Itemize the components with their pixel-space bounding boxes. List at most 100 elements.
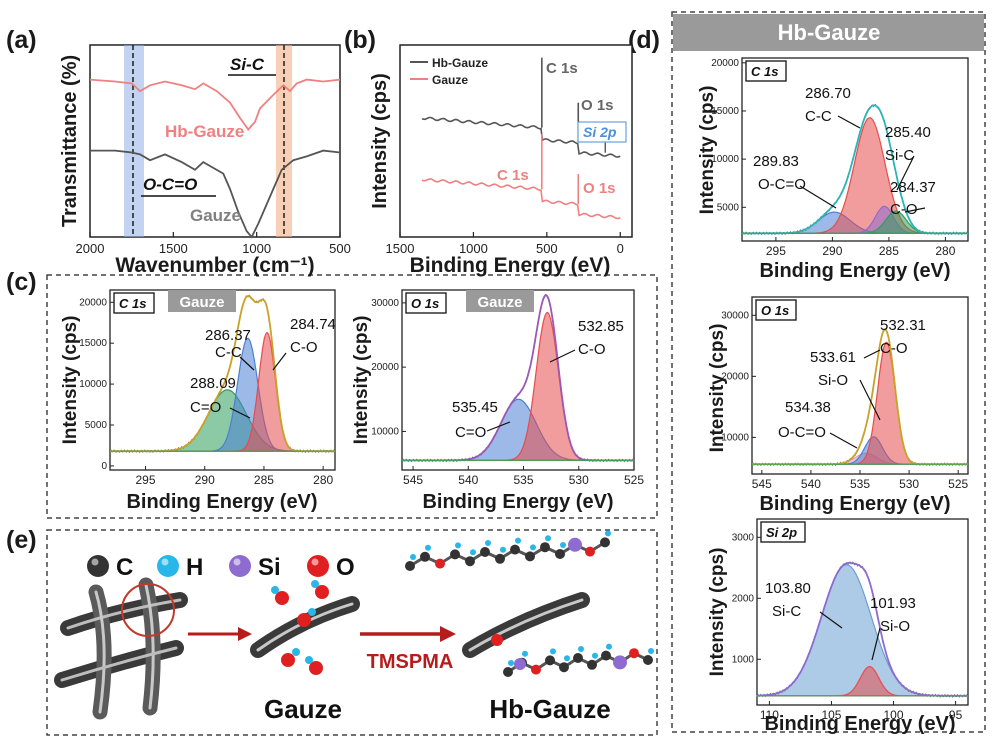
- x-tick-label: 295: [136, 473, 156, 487]
- x-axis-label: Binding Energy (eV): [764, 713, 955, 735]
- annot-b-o1s-bottom: O 1s: [583, 180, 616, 197]
- core-level-tag: C 1s: [751, 64, 778, 79]
- bottom-chain-carbon: [559, 662, 569, 672]
- bottom-chain-carbon: [587, 660, 597, 670]
- core-level-tag: O 1s: [761, 303, 789, 318]
- oxygen-atom: [297, 613, 311, 627]
- bottom-chain-silicon: [613, 655, 627, 669]
- annot-b-c1s-top: C 1s: [546, 60, 578, 77]
- schematic: C H Si O TMSPMA: [62, 530, 654, 724]
- hydrogen-atom: [305, 656, 313, 664]
- top-chain-hydrogen: [410, 554, 416, 560]
- bottom-chain-hydrogen: [606, 644, 612, 650]
- top-chain-hydrogen: [500, 547, 506, 553]
- y-tick-label: 0: [101, 461, 107, 472]
- peak-annotation: 284.74: [290, 316, 336, 333]
- a-xlabel: Wavenumber (cm⁻¹): [115, 254, 314, 277]
- peak-annotation: O-C=O: [758, 176, 806, 193]
- panel-label-a: (a): [6, 26, 37, 54]
- top-chain-carbon: [450, 549, 460, 559]
- atom-si-icon: [229, 555, 251, 577]
- bottom-chain-hydrogen: [648, 648, 654, 654]
- atom-si-label: Si: [258, 554, 281, 581]
- panel-label-e: (e): [6, 526, 37, 554]
- y-tick-label: 1000: [732, 654, 755, 665]
- peak-annotation: Si-O: [880, 618, 910, 635]
- top-chain-hydrogen: [470, 549, 476, 555]
- peak-annotation: C=O: [455, 424, 486, 441]
- peak-annotation: Si-O: [818, 372, 848, 389]
- peak-annotation: 285.40: [885, 124, 931, 141]
- y-tick-label: 10000: [79, 379, 107, 390]
- y-tick-label: 30000: [371, 298, 399, 309]
- x-tick-label: 500: [329, 241, 351, 256]
- hydrogen-atom: [308, 608, 316, 616]
- c2-gauze-tag: Gauze: [477, 294, 522, 311]
- x-tick-label: 545: [752, 477, 772, 491]
- peak-annotation: 103.80: [765, 580, 811, 597]
- bottom-chain-carbon: [503, 667, 513, 677]
- annot-b-c1s-bottom: C 1s: [497, 167, 529, 184]
- atom-c-label: C: [116, 554, 133, 581]
- top-chain-hydrogen: [515, 538, 521, 544]
- arrow-2: [360, 626, 456, 642]
- y-tick-label: 20000: [79, 297, 107, 308]
- x-tick-label: 530: [569, 473, 589, 487]
- bottom-chain-hydrogen: [508, 660, 514, 666]
- chart-c1: 295 290 285 28005000100001500020000 C 1s286.…: [60, 290, 336, 513]
- atom-c-icon: [87, 555, 109, 577]
- top-chain-carbon: [540, 542, 550, 552]
- peak-annotation: Si-C: [772, 603, 801, 620]
- top-chain-silicon: [568, 538, 582, 552]
- annot-o-c-o: O-C=O: [143, 175, 197, 194]
- chart-a: Si-C Hb-Gauze O-C=O Gauze 2000 1500 1000 50…: [59, 45, 351, 277]
- top-chain-carbon: [465, 556, 475, 566]
- atom-h-icon: [157, 555, 179, 577]
- chart-c2: 545 540 535 530 525100002000030000 O 1s532.85…: [351, 290, 644, 513]
- chart-d1: 295 290 285 2805000100001500020000C 1s286.7…: [697, 58, 968, 282]
- gauze-mesh-icon: [62, 584, 180, 712]
- peak-annotation: C-C: [805, 108, 832, 125]
- core-level-tag: Si 2p: [766, 525, 797, 540]
- top-chain-carbon: [525, 551, 535, 561]
- stage-label-hb-gauze: Hb-Gauze: [489, 694, 610, 724]
- hydrogen-atom: [271, 586, 279, 594]
- top-chain-oxygen: [435, 559, 445, 569]
- atom-highlight: [92, 559, 99, 566]
- top-chain-carbon: [495, 554, 505, 564]
- peak-annotation: C-O: [880, 340, 908, 357]
- bottom-chain-hydrogen: [578, 646, 584, 652]
- c1-gauze-tag: Gauze: [179, 294, 224, 311]
- annot-b-si2p: Si 2p: [583, 124, 617, 140]
- panel-label-b: (b): [344, 26, 376, 54]
- x-tick-label: 280: [313, 473, 333, 487]
- peak-annotation: 284.37: [890, 179, 936, 196]
- peak-annotation: 101.93: [870, 595, 916, 612]
- x-tick-label: 285: [254, 473, 274, 487]
- x-axis-label: Binding Energy (eV): [422, 491, 613, 513]
- y-tick-label: 5000: [717, 202, 740, 213]
- top-chain-carbon: [480, 547, 490, 557]
- top-chain-hydrogen: [605, 530, 611, 536]
- x-tick-label: 280: [935, 244, 955, 258]
- bottom-chain-hydrogen: [550, 648, 556, 654]
- bottom-chain-carbon: [601, 651, 611, 661]
- oxygen-atom: [281, 653, 295, 667]
- linker-oxygen: [491, 634, 503, 646]
- x-tick-label: 290: [195, 473, 215, 487]
- top-chain-hydrogen: [485, 540, 491, 546]
- bottom-chain-hydrogen: [522, 651, 528, 657]
- bottom-chain-carbon: [573, 653, 583, 663]
- hydroxylated-fiber-icon: [258, 580, 352, 675]
- peak-annotation: C-C: [215, 344, 242, 361]
- x-tick-label: 285: [879, 244, 899, 258]
- bottom-chain-carbon: [643, 655, 653, 665]
- x-tick-label: 535: [850, 477, 870, 491]
- x-tick-label: 545: [403, 473, 423, 487]
- top-chain-carbon: [405, 561, 415, 571]
- top-chain-hydrogen: [530, 544, 536, 550]
- y-tick-label: 20000: [711, 58, 739, 69]
- x-axis-label: Binding Energy (eV): [759, 493, 950, 515]
- x-tick-label: 535: [514, 473, 534, 487]
